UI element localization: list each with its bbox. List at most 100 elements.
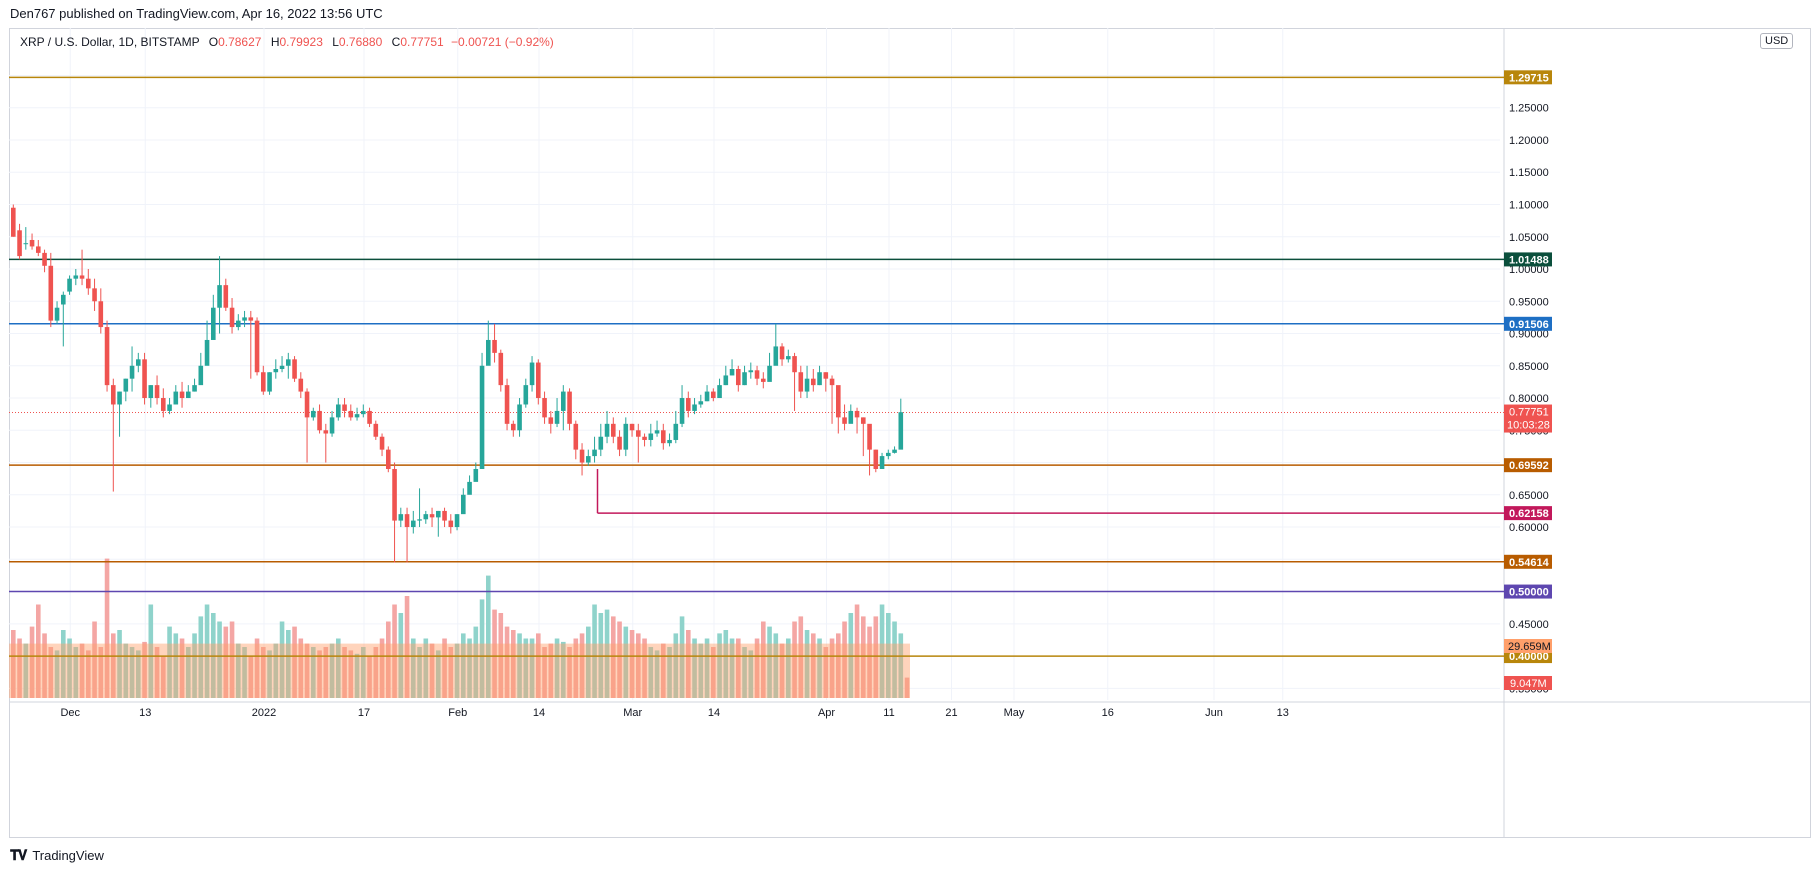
- volume-bar: [567, 647, 572, 698]
- footer-brand[interactable]: 𝐓𝐕 TradingView: [10, 847, 104, 864]
- volume-bar: [261, 647, 266, 698]
- volume-bar: [767, 626, 772, 698]
- volume-bar: [173, 633, 179, 698]
- x-tick-label: 16: [1102, 707, 1114, 719]
- candle-body: [561, 391, 566, 411]
- volume-bar: [717, 633, 722, 698]
- candle-body: [823, 372, 829, 379]
- volume-bar: [729, 638, 735, 698]
- volume-bar: [223, 626, 229, 698]
- volume-bar: [673, 633, 679, 698]
- volume-bar: [804, 630, 810, 698]
- level-price-label: 0.69592: [1509, 460, 1549, 472]
- volume-bar: [111, 633, 116, 698]
- candle-body: [654, 430, 660, 434]
- candle-body: [367, 410, 372, 424]
- candle-body: [892, 449, 897, 453]
- volume-bar: [548, 643, 554, 698]
- volume-ma-area: [9, 643, 910, 698]
- volume-bar: [329, 643, 335, 698]
- volume-bar: [436, 650, 441, 698]
- y-tick-label: 1.05000: [1509, 232, 1549, 244]
- candle-body: [48, 265, 54, 321]
- y-tick-label: 0.45000: [1509, 619, 1549, 631]
- volume-bar: [192, 633, 197, 698]
- volume-bar: [473, 626, 479, 698]
- volume-bar: [367, 655, 372, 698]
- volume-bar: [379, 638, 385, 698]
- volume-bar: [629, 630, 635, 698]
- candle-body: [836, 385, 841, 418]
- close-value: 0.77751: [400, 35, 444, 49]
- x-tick-label: May: [1004, 707, 1025, 719]
- candle-body: [111, 385, 116, 405]
- candle-body: [298, 378, 304, 392]
- volume-bar: [554, 638, 560, 698]
- volume-bar: [798, 616, 804, 698]
- candle-body: [604, 423, 610, 437]
- candle-body: [786, 356, 791, 360]
- volume-bar: [692, 638, 697, 698]
- candle-body: [248, 317, 254, 321]
- last-volume-tag: [1504, 676, 1552, 690]
- volume-bar: [179, 638, 185, 698]
- candle-body: [736, 369, 741, 386]
- candle-body: [436, 510, 441, 518]
- candle-body: [392, 468, 397, 521]
- volume-bar: [286, 630, 291, 698]
- volume-bar: [623, 626, 629, 698]
- candle-body: [861, 417, 866, 424]
- volume-bar: [317, 650, 322, 698]
- candle-body: [848, 410, 854, 424]
- volume-bar: [229, 621, 235, 698]
- chart-frame[interactable]: [9, 28, 1811, 838]
- candle-body: [311, 410, 316, 418]
- level-price-tag: [1504, 70, 1552, 85]
- volume-bar: [311, 647, 316, 698]
- volume-bar: [661, 643, 666, 698]
- volume-bar: [536, 633, 541, 698]
- candle-body: [229, 307, 235, 328]
- candle-body: [61, 294, 66, 305]
- volume-bar: [292, 626, 297, 698]
- change-value: −0.00721 (−0.92%): [451, 35, 554, 49]
- candle-body: [236, 320, 241, 328]
- volume-bar: [792, 621, 797, 698]
- bar-countdown-label: 10:03:28: [1507, 420, 1550, 432]
- volume-bar: [67, 638, 72, 698]
- low-value: 0.76880: [338, 35, 383, 49]
- volume-bar: [511, 630, 516, 698]
- candle-body: [286, 359, 291, 366]
- candle-body: [129, 365, 135, 379]
- volume-bar: [861, 616, 866, 698]
- candle-body: [873, 449, 879, 469]
- candle-body: [361, 410, 366, 415]
- volume-bar: [42, 633, 47, 698]
- candle-body: [417, 519, 422, 521]
- candle-body: [192, 385, 197, 392]
- x-tick-label: 21: [945, 707, 957, 719]
- candle-body: [492, 339, 497, 353]
- candle-body: [117, 391, 122, 405]
- last-price-tag: [1504, 404, 1552, 433]
- volume-bar: [573, 638, 579, 698]
- candle-body: [179, 391, 185, 399]
- y-tick-label: 1.15000: [1509, 167, 1549, 179]
- candle-body: [429, 514, 435, 518]
- volume-bar: [342, 647, 347, 698]
- volume-bar: [304, 643, 310, 698]
- level-price-label: 0.91506: [1509, 319, 1549, 331]
- volume-bar: [823, 647, 829, 698]
- candle-body: [698, 401, 704, 405]
- currency-badge[interactable]: USD: [1760, 33, 1794, 49]
- y-tick-label: 0.80000: [1509, 393, 1549, 405]
- volume-bar: [136, 650, 141, 698]
- x-tick-label: Dec: [60, 707, 80, 719]
- candle-body: [411, 520, 416, 528]
- candle-body: [161, 398, 166, 411]
- y-tick-label: 0.85000: [1509, 361, 1549, 373]
- volume-bar: [17, 638, 22, 698]
- level-price-tag: [1504, 252, 1552, 267]
- volume-bar: [361, 647, 366, 698]
